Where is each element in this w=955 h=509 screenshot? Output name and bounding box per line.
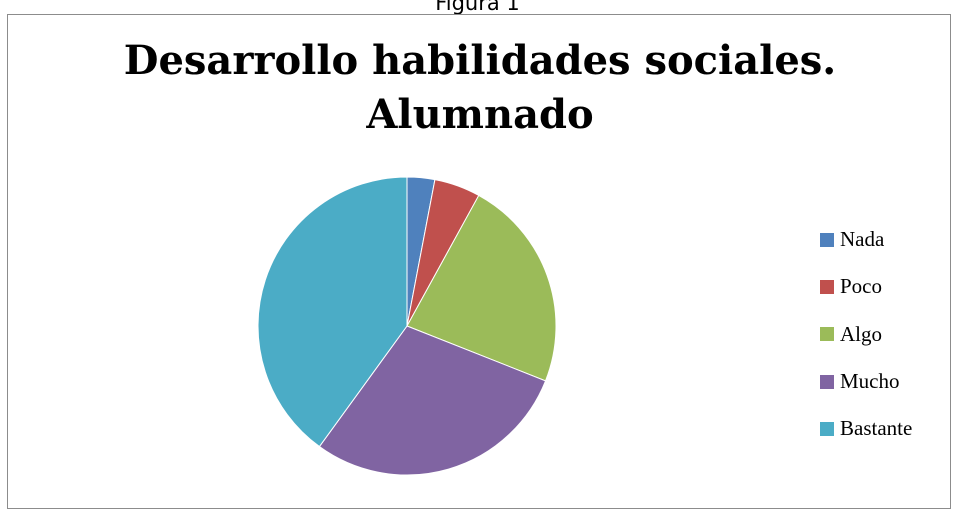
legend-swatch [820, 421, 834, 436]
chart-title-line-2: Alumnado [366, 91, 594, 138]
legend-swatch [820, 232, 834, 247]
legend-item-algo: Algo [820, 311, 912, 358]
legend-swatch [820, 374, 834, 389]
legend-item-mucho: Mucho [820, 358, 912, 405]
legend-swatch [820, 279, 834, 294]
chart-legend: Nada Poco Algo Mucho Bastante [820, 216, 912, 452]
legend-item-nada: Nada [820, 216, 912, 263]
legend-label: Mucho [840, 369, 900, 394]
pie-slice-algo [406, 194, 557, 382]
legend-label: Bastante [840, 416, 913, 441]
pie-slice-bastante [257, 176, 408, 448]
legend-swatch [820, 327, 834, 342]
legend-item-bastante: Bastante [820, 405, 912, 452]
legend-label: Nada [840, 227, 885, 252]
pie-slice-mucho [318, 325, 547, 476]
chart-title: Desarrollo habilidades sociales. Alumnad… [0, 34, 955, 142]
figure-caption: Figura 1 [435, 0, 520, 15]
legend-label: Poco [840, 274, 882, 299]
legend-item-poco: Poco [820, 263, 912, 310]
legend-label: Algo [840, 321, 882, 346]
chart-title-line-1: Desarrollo habilidades sociales. [123, 37, 837, 84]
